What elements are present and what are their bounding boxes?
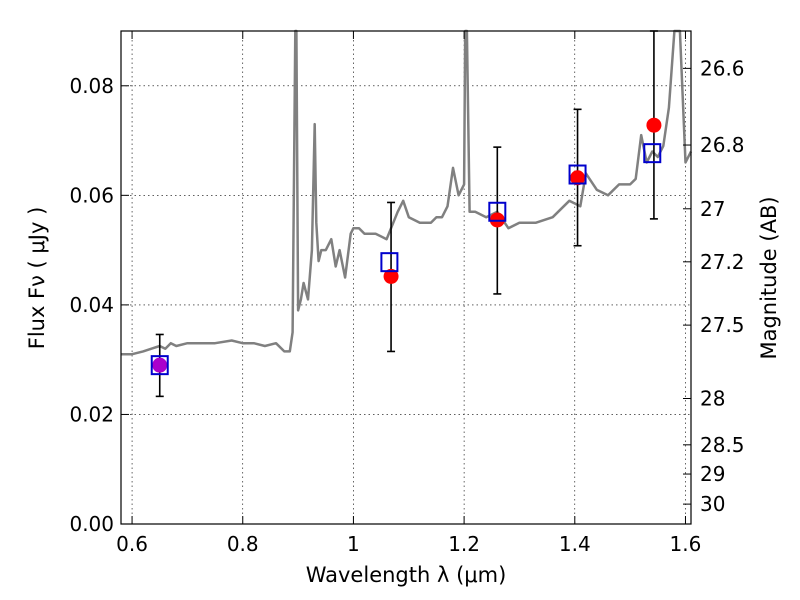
x-tick-label: 1.4 (559, 532, 591, 556)
plot-frame (120, 30, 692, 525)
y2-tick-label: 27.2 (700, 250, 745, 274)
observed-points-layer (152, 117, 662, 373)
y-tick-label: 0.06 (69, 183, 114, 207)
model-photometry-square (643, 143, 662, 164)
observed-point (152, 357, 168, 373)
model-photometry-layer (150, 143, 662, 376)
axis-ticks: 0.6 0.8 1 1.2 1.4 1.6 0.00 0.02 0.04 0.06 0.08 26.6… (69, 31, 745, 556)
y-axis-label: Flux Fν ( μJy ) (25, 207, 49, 350)
x-tick-label: 0.8 (227, 532, 259, 556)
model-photometry-square (380, 252, 399, 273)
y2-tick-label: 27.5 (700, 313, 745, 337)
x-tick-label: 1.6 (670, 532, 702, 556)
y2-tick-label: 27 (700, 197, 725, 221)
y-tick-label: 0.00 (69, 512, 114, 536)
y2-tick-label: 26.6 (700, 56, 745, 80)
y-tick-label: 0.04 (69, 293, 114, 317)
y2-tick-label: 28.5 (700, 433, 745, 457)
x-axis-label: Wavelength λ (μm) (306, 563, 507, 587)
y2-tick-label: 30 (700, 492, 725, 516)
model-sed-layer (121, 29, 693, 356)
observed-point (646, 117, 662, 133)
x-tick-label: 1 (347, 532, 360, 556)
y2-tick-label: 28 (700, 387, 725, 411)
model-photometry-square (568, 164, 587, 185)
y2-tick-label: 26.8 (700, 133, 745, 157)
plot-background (121, 31, 691, 524)
x-tick-label: 0.6 (116, 532, 148, 556)
y-tick-label: 0.08 (69, 74, 114, 98)
model-photometry-square (150, 355, 169, 376)
observed-point (383, 268, 399, 284)
model-photometry-square (488, 201, 507, 222)
y-tick-label: 0.02 (69, 402, 114, 426)
x-tick-label: 1.2 (448, 532, 480, 556)
y2-tick-label: 29 (700, 462, 725, 486)
y2-axis-label: Magnitude (AB) (757, 196, 781, 359)
observed-point (570, 170, 586, 186)
model-sed-line (121, 29, 693, 356)
